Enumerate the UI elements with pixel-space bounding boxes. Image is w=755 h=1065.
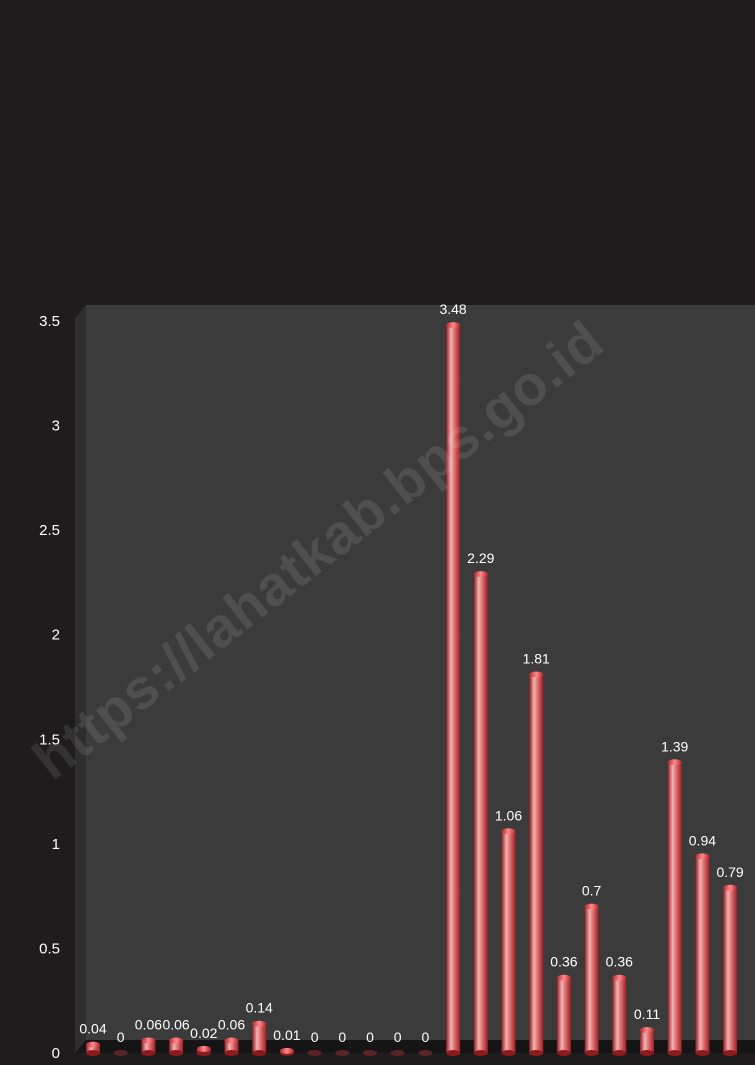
bar-cap — [390, 1050, 405, 1056]
bar — [473, 574, 488, 1053]
bar-base — [723, 1050, 738, 1056]
bar-cap — [307, 1050, 322, 1056]
bar-base — [612, 1050, 627, 1056]
data-label: 0.02 — [190, 1025, 217, 1041]
data-label: 0.11 — [634, 1006, 660, 1022]
bar-base — [141, 1050, 156, 1056]
data-label: 0.94 — [689, 832, 716, 848]
bar-base — [640, 1050, 654, 1056]
bar-base — [169, 1050, 184, 1056]
data-label: 0.06 — [218, 1016, 245, 1032]
bar-cap — [473, 571, 488, 578]
bar-cap — [252, 1020, 267, 1027]
bar-cap — [612, 974, 627, 981]
bar-cap — [169, 1037, 184, 1044]
bar — [141, 1040, 156, 1053]
bar — [723, 887, 738, 1053]
bar-cap — [279, 1047, 294, 1054]
data-label: 0 — [422, 1029, 430, 1045]
data-label: 0.04 — [79, 1021, 106, 1037]
bar-base — [86, 1050, 100, 1056]
bar-cap — [695, 853, 710, 860]
y-tick-label: 1 — [52, 836, 60, 853]
data-label: 3.48 — [439, 301, 466, 317]
bar-cap — [529, 671, 544, 678]
bar-cap — [196, 1045, 211, 1052]
data-label: 1.06 — [495, 807, 522, 823]
bar-base — [196, 1050, 211, 1056]
bar-base — [501, 1050, 516, 1056]
bar — [640, 1029, 654, 1053]
y-axis-ticks: 0 0.5 1 1.5 2 2.5 3 3.5 — [39, 313, 60, 1062]
bar-base — [667, 1050, 682, 1056]
bar-cap — [501, 828, 516, 835]
data-label: 0.01 — [273, 1027, 300, 1043]
bar-base — [473, 1050, 488, 1056]
bar — [584, 906, 599, 1053]
bar-cap — [446, 322, 461, 329]
bar-cap — [141, 1037, 156, 1044]
y-tick-label: 2.5 — [39, 522, 60, 539]
data-label: 0 — [311, 1029, 319, 1045]
data-label: 0.06 — [162, 1016, 189, 1032]
data-label: 0.06 — [135, 1016, 162, 1032]
bar-cap — [224, 1037, 239, 1044]
data-label: 0 — [338, 1029, 346, 1045]
y-tick-label: 3.5 — [39, 313, 60, 330]
bar — [556, 977, 571, 1053]
y-tick-label: 2 — [52, 627, 60, 644]
bar-base — [695, 1050, 710, 1056]
bar — [446, 325, 461, 1053]
y-tick-label: 0.5 — [39, 940, 60, 957]
bar-base — [446, 1050, 461, 1056]
y-tick-label: 1.5 — [39, 731, 60, 748]
bar — [169, 1040, 184, 1053]
y-tick-label: 0 — [52, 1045, 60, 1060]
data-label: 2.29 — [467, 550, 494, 566]
plot-area — [86, 305, 755, 1040]
data-label: 0.14 — [246, 1000, 273, 1016]
bar — [612, 977, 627, 1053]
bar-cap — [723, 884, 738, 891]
bar-cap — [113, 1050, 128, 1056]
data-label: 0 — [394, 1029, 402, 1045]
bar-base — [556, 1050, 571, 1056]
bar-cap — [418, 1050, 433, 1056]
bar — [224, 1040, 239, 1053]
data-label: 0.79 — [716, 864, 743, 880]
bar — [667, 762, 682, 1053]
data-label: 0 — [117, 1029, 125, 1045]
bar-cap — [556, 974, 571, 981]
bar — [695, 856, 710, 1053]
data-label: 0.7 — [582, 883, 602, 899]
data-label: 1.39 — [661, 738, 688, 754]
bar — [252, 1023, 267, 1053]
bar — [86, 1044, 100, 1053]
plot-area-side — [75, 305, 86, 1053]
bar-cap — [667, 759, 682, 766]
bar-cap — [584, 903, 599, 910]
bar-cap — [335, 1050, 350, 1056]
data-label: 0.36 — [606, 954, 633, 970]
bar-cap — [640, 1026, 654, 1033]
bar-base — [584, 1050, 599, 1056]
bar-cap — [86, 1041, 100, 1048]
bar-base — [529, 1050, 544, 1056]
y-tick-label: 3 — [52, 418, 60, 435]
bar-base — [252, 1050, 267, 1056]
bar — [501, 831, 516, 1053]
bar — [529, 674, 544, 1053]
data-label: 1.81 — [523, 650, 550, 666]
data-label: 0.36 — [550, 954, 577, 970]
bar-base — [224, 1050, 239, 1056]
bar-cap — [363, 1050, 377, 1056]
bars — [86, 322, 738, 1056]
data-label: 0 — [366, 1029, 374, 1045]
